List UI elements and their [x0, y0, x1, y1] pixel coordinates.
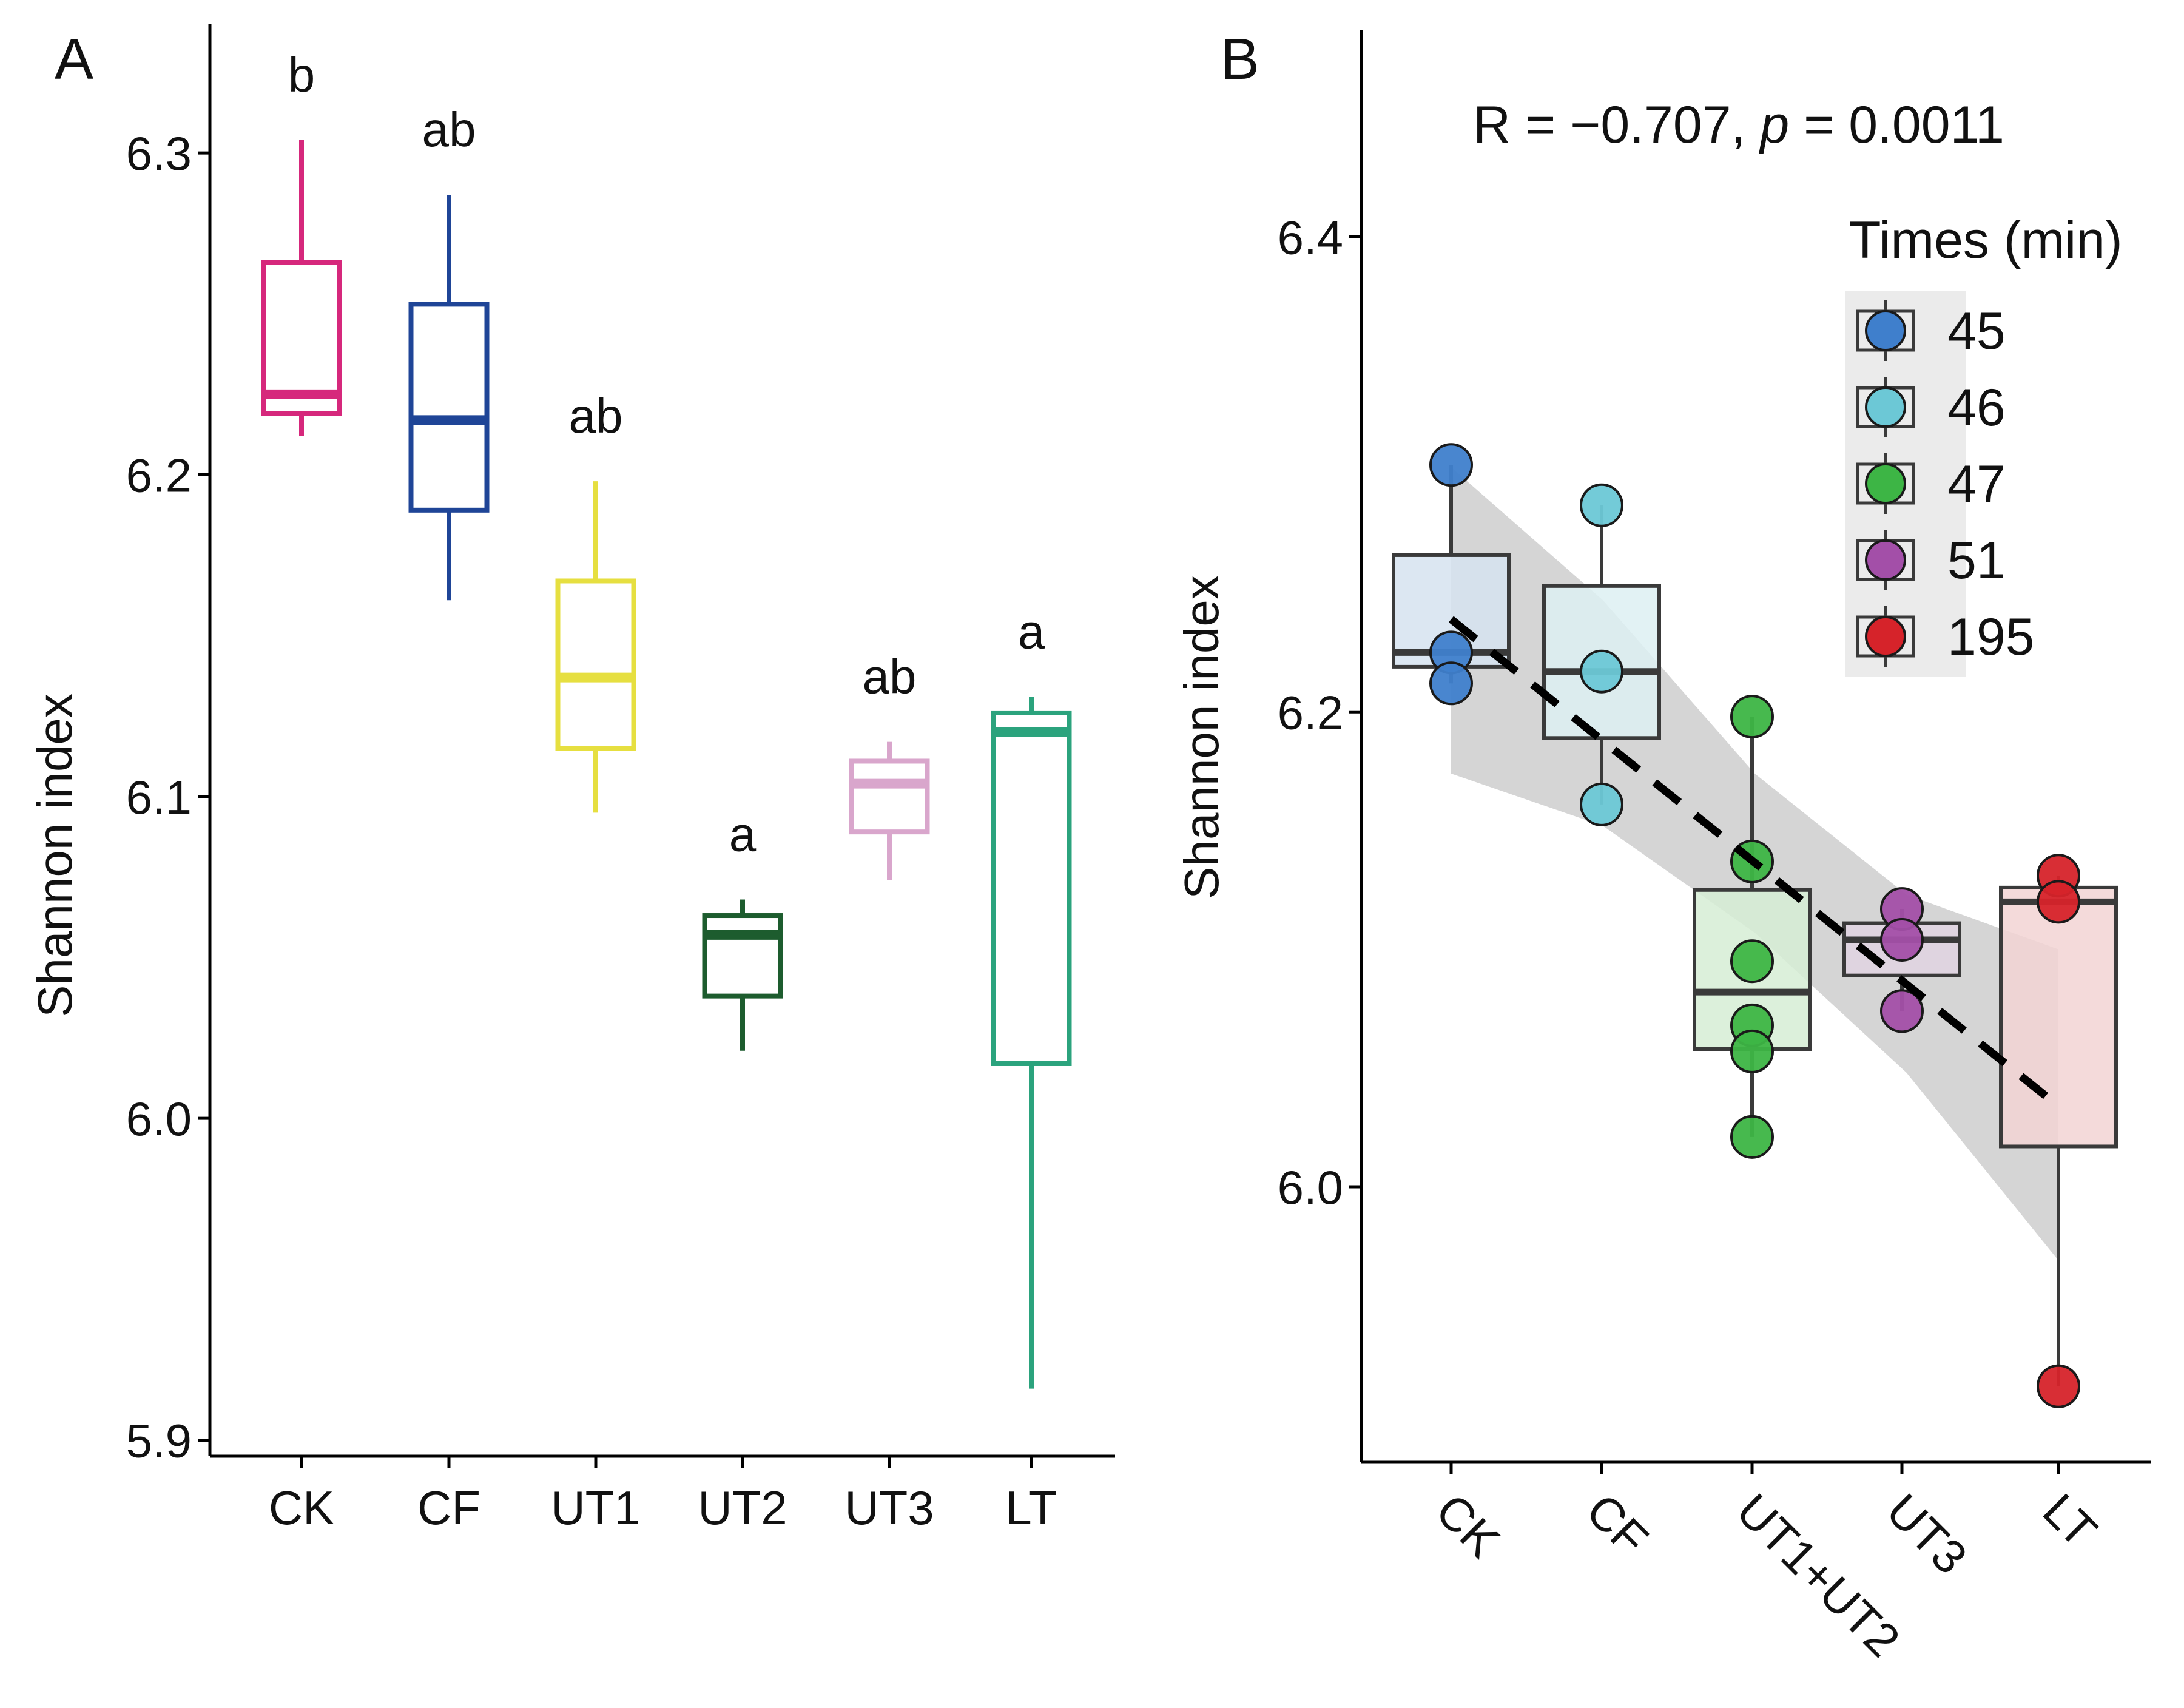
box-body [261, 260, 342, 416]
box-body [555, 578, 636, 751]
legend-label: 195 [1947, 608, 2035, 666]
data-point [1730, 1029, 1774, 1073]
box-ut3 [849, 741, 930, 880]
data-point [1580, 782, 1623, 826]
data-point [1730, 695, 1774, 739]
box-body [1999, 885, 2118, 1149]
x-tick-label: UT3 [844, 1481, 934, 1534]
data-point [1429, 443, 1473, 487]
legend-label: 45 [1947, 302, 2006, 360]
box-cf [408, 195, 490, 601]
legend-key-point [1865, 539, 1906, 581]
data-point [1580, 649, 1623, 694]
legend: Times (min) 45 46 47 51 195 [1845, 211, 2123, 677]
data-point [1730, 1115, 1774, 1159]
data-point [2037, 1364, 2080, 1408]
significance-label: a [1018, 604, 1045, 658]
legend-item-47: 47 [1856, 453, 2006, 514]
y-tick-label: 6.2 [1278, 686, 1343, 739]
legend-key-point [1865, 386, 1906, 428]
legend-item-195: 195 [1856, 606, 2035, 667]
y-tick-label: 6.3 [126, 127, 192, 180]
x-tick-label: UT1 [551, 1481, 640, 1534]
data-point [1429, 661, 1473, 706]
regression-line [1448, 616, 2061, 1110]
data-point [1880, 917, 1924, 962]
box-body [991, 710, 1072, 1066]
significance-label: ab [422, 103, 476, 157]
stat-p-symbol: p [1758, 96, 1789, 154]
box-body [849, 758, 930, 835]
legend-item-46: 46 [1856, 377, 2006, 437]
legend-key-point [1865, 463, 1906, 504]
legend-title: Times (min) [1849, 211, 2123, 269]
y-tick-label: 6.2 [126, 448, 192, 502]
panel-b-y-axis-title: Shannon index [1175, 575, 1228, 899]
box-lt [991, 697, 1072, 1389]
legend-item-51: 51 [1856, 530, 2006, 590]
significance-label: ab [569, 389, 623, 443]
significance-label: b [288, 48, 315, 102]
y-tick-label: 6.0 [126, 1092, 192, 1146]
legend-key-point [1865, 616, 1906, 657]
panel-label-b: B [1221, 27, 1259, 92]
panel-label-a: A [55, 27, 93, 92]
box-ut2 [702, 899, 783, 1051]
correlation-annotation: R = −0.707, p = 0.0011 [1473, 96, 2004, 154]
x-tick-label: UT2 [698, 1481, 787, 1534]
legend-label: 51 [1947, 532, 2006, 590]
box-ck [261, 140, 342, 436]
legend-key-point [1865, 310, 1906, 351]
y-tick-label: 6.0 [1278, 1161, 1343, 1214]
legend-label: 46 [1947, 379, 2006, 437]
data-point [1880, 989, 1924, 1033]
panel-a-chart: Shannon index 5.9 6.0 6.1 6.2 6.3 CK CF UT1 UT2 U… [28, 24, 1115, 1534]
y-tick-label: 5.9 [126, 1414, 192, 1467]
stat-prefix: R = −0.707, [1473, 96, 1760, 154]
y-tick-label: 6.1 [126, 771, 192, 824]
x-tick-label: CF [417, 1481, 480, 1534]
y-tick-label: 6.4 [1278, 211, 1343, 264]
x-tick-label: CK [1426, 1484, 1510, 1568]
data-point [1730, 939, 1774, 984]
significance-label: a [729, 808, 757, 862]
box-body [408, 302, 490, 513]
x-tick-label: LT [2033, 1484, 2108, 1558]
box-ut1 [555, 481, 636, 813]
x-tick-label: CF [1576, 1484, 1659, 1566]
x-tick-label: UT3 [1876, 1484, 1977, 1584]
data-point [2037, 880, 2080, 924]
box-body [702, 913, 783, 999]
significance-label: ab [863, 650, 917, 704]
x-tick-label: UT1+UT2 [1727, 1484, 1910, 1667]
legend-label: 47 [1947, 455, 2006, 513]
x-tick-label: CK [269, 1481, 334, 1534]
x-tick-label: LT [1005, 1481, 1057, 1534]
panel-a-y-axis-title: Shannon index [28, 694, 82, 1018]
stat-suffix: = 0.0011 [1789, 96, 2004, 154]
data-point [1580, 483, 1623, 527]
box-lt [1999, 876, 2118, 1386]
legend-item-45: 45 [1856, 300, 2006, 361]
